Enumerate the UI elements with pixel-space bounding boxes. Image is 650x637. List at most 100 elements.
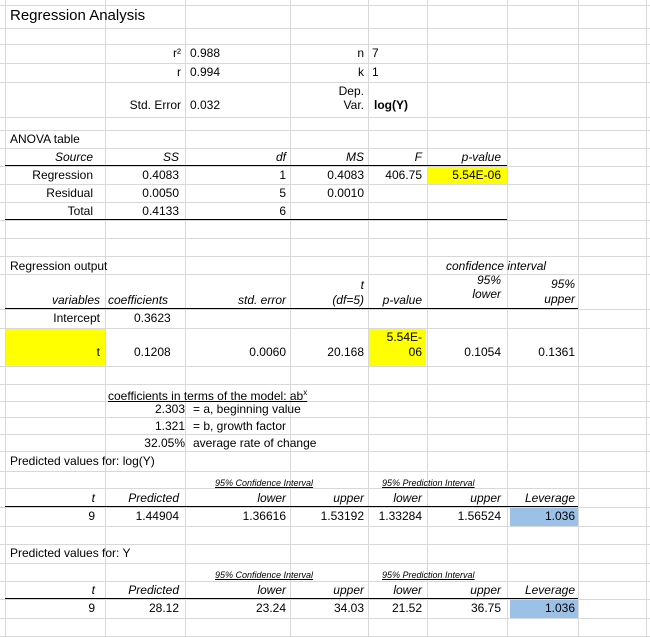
anova-regression-df: 1 bbox=[279, 168, 286, 182]
t-row-upper: 0.1361 bbox=[538, 345, 575, 359]
model-b-desc: = b, growth factor bbox=[193, 419, 287, 433]
pred-log-header-t: t bbox=[91, 491, 95, 505]
anova-residual-ss: 0.0050 bbox=[142, 186, 179, 200]
anova-regression-f: 406.75 bbox=[385, 168, 422, 182]
leverage-log-highlight bbox=[510, 507, 578, 526]
pred-log-header-pi-upper: upper bbox=[470, 491, 501, 505]
pred-log-title: Predicted values for: log(Y) bbox=[10, 454, 155, 468]
ci-pct-upper: 95% bbox=[550, 277, 575, 291]
anova-header-df: df bbox=[275, 150, 286, 164]
ci-pct-lower: 95% bbox=[476, 273, 501, 287]
std-error-value: 0.032 bbox=[190, 98, 221, 112]
pred-y-title: Predicted values for: Y bbox=[10, 546, 131, 560]
t-header-top: t bbox=[360, 278, 364, 292]
anova-title: ANOVA table bbox=[10, 132, 80, 146]
model-heading-text: coefficients in terms of the model: ab bbox=[108, 389, 304, 403]
anova-header-pvalue: p-value bbox=[461, 150, 501, 164]
anova-header-ms: MS bbox=[346, 150, 364, 164]
n-value: 7 bbox=[372, 46, 379, 60]
anova-residual-df: 5 bbox=[279, 186, 286, 200]
pred-y-ci-lower: 23.24 bbox=[255, 601, 286, 615]
model-b-value: 1.321 bbox=[154, 419, 185, 433]
t-row-pvalue-line1: 5.54E- bbox=[386, 330, 422, 344]
t-row-coefficient: 0.1208 bbox=[134, 345, 171, 359]
r-label: r bbox=[177, 65, 181, 79]
t-row-t-value: 20.168 bbox=[327, 345, 364, 359]
t-row-lower: 0.1054 bbox=[464, 345, 501, 359]
pred-y-pi-lower: 21.52 bbox=[391, 601, 422, 615]
intercept-label: Intercept bbox=[53, 311, 100, 325]
regression-output-title: Regression output bbox=[10, 259, 108, 273]
pred-log-header-predicted: Predicted bbox=[128, 491, 179, 505]
header-lower: lower bbox=[472, 287, 501, 301]
anova-residual-ms: 0.0010 bbox=[327, 186, 364, 200]
header-coefficients: coefficients bbox=[108, 293, 169, 307]
pred-y-header-ci-lower: lower bbox=[257, 583, 286, 597]
pred-log-ci-title: 95% Confidence Interval bbox=[215, 478, 314, 488]
pred-log-header-leverage: Leverage bbox=[524, 491, 575, 505]
pred-log-predicted: 1.44904 bbox=[135, 509, 179, 523]
model-rate-desc: average rate of change bbox=[193, 436, 317, 450]
anova-regression-ss: 0.4083 bbox=[142, 168, 179, 182]
pred-log-pi-lower: 1.33284 bbox=[378, 509, 422, 523]
header-variables: variables bbox=[51, 293, 100, 307]
r2-label: r² bbox=[173, 46, 181, 60]
pred-log-ci-upper: 1.53192 bbox=[320, 509, 364, 523]
header-t-df: (df=5) bbox=[332, 293, 364, 307]
pred-y-header-ci-upper: upper bbox=[333, 583, 364, 597]
intercept-coefficient: 0.3623 bbox=[134, 311, 171, 325]
header-pvalue: p-value bbox=[382, 293, 422, 307]
anova-residual-label: Residual bbox=[46, 186, 93, 200]
ci-header: confidence interval bbox=[446, 259, 547, 273]
anova-header-f: F bbox=[414, 150, 422, 164]
pred-y-header-leverage: Leverage bbox=[524, 583, 575, 597]
dep-var-value: log(Y) bbox=[374, 98, 408, 112]
model-heading: coefficients in terms of the model: abx bbox=[108, 386, 307, 403]
pred-y-t: 9 bbox=[88, 601, 95, 615]
pred-y-ci-upper: 34.03 bbox=[333, 601, 364, 615]
k-value: 1 bbox=[372, 65, 379, 79]
pred-log-t: 9 bbox=[88, 509, 95, 523]
dep-var-label-line1: Dep. bbox=[338, 84, 364, 98]
pred-y-header-pi-upper: upper bbox=[470, 583, 501, 597]
pred-log-pi-upper: 1.56524 bbox=[457, 509, 501, 523]
k-label: k bbox=[358, 65, 364, 79]
pred-log-pi-title: 95% Prediction Interval bbox=[382, 478, 475, 488]
anova-total-label: Total bbox=[67, 204, 93, 218]
std-error-label: Std. Error bbox=[129, 98, 181, 112]
header-std-error: std. error bbox=[237, 293, 286, 307]
pred-log-header-pi-lower: lower bbox=[393, 491, 422, 505]
pred-log-header-ci-lower: lower bbox=[257, 491, 286, 505]
header-upper: upper bbox=[544, 292, 575, 306]
pred-log-header-ci-upper: upper bbox=[333, 491, 364, 505]
model-heading-superscript: x bbox=[303, 388, 308, 397]
pred-y-pi-title: 95% Prediction Interval bbox=[382, 570, 475, 580]
pred-log-ci-lower: 1.36616 bbox=[242, 509, 286, 523]
pred-y-ci-title: 95% Confidence Interval bbox=[215, 570, 314, 580]
model-a-value: 2.303 bbox=[154, 402, 185, 416]
r-value: 0.994 bbox=[190, 65, 221, 79]
n-label: n bbox=[357, 46, 364, 60]
model-a-desc: = a, beginning value bbox=[193, 402, 301, 416]
t-row-label: t bbox=[96, 345, 100, 359]
anova-header-source: Source bbox=[54, 150, 93, 164]
dep-var-label-line2: Var. bbox=[343, 98, 364, 112]
anova-pvalue-highlight bbox=[427, 165, 507, 184]
anova-regression-label: Regression bbox=[32, 168, 93, 182]
t-pvalue-highlight bbox=[368, 328, 426, 366]
r2-value: 0.988 bbox=[190, 46, 221, 60]
anova-regression-pvalue: 5.54E-06 bbox=[452, 168, 501, 182]
anova-regression-ms: 0.4083 bbox=[327, 168, 364, 182]
anova-total-ss: 0.4133 bbox=[142, 204, 179, 218]
pred-log-leverage: 1.036 bbox=[544, 509, 575, 523]
leverage-y-highlight bbox=[510, 599, 578, 618]
model-rate-value: 32.05% bbox=[144, 436, 185, 450]
pred-y-pi-upper: 36.75 bbox=[470, 601, 501, 615]
anova-header-ss: SS bbox=[162, 150, 179, 164]
pred-y-header-predicted: Predicted bbox=[128, 583, 179, 597]
pred-y-leverage: 1.036 bbox=[544, 601, 575, 615]
anova-total-df: 6 bbox=[279, 204, 286, 218]
page-title: Regression Analysis bbox=[10, 7, 146, 24]
pred-y-header-pi-lower: lower bbox=[393, 583, 422, 597]
